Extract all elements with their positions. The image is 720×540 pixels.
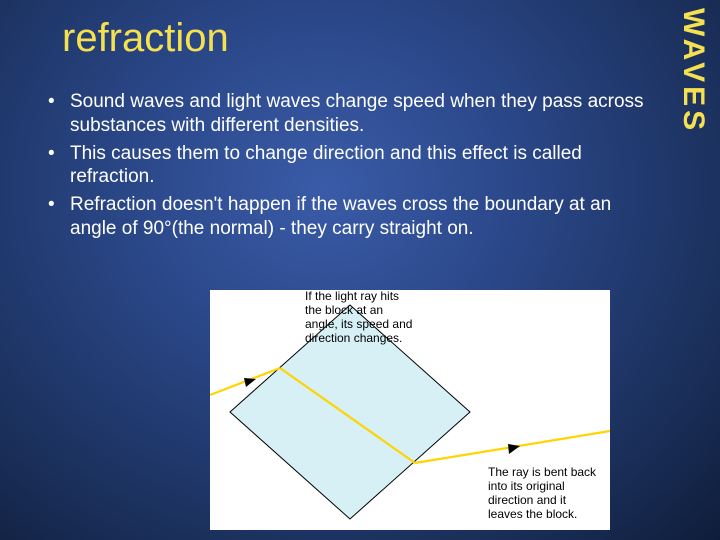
diagram-svg: If the light ray hits the block at an an… bbox=[210, 290, 610, 530]
sidebar-label: WAVES bbox=[676, 8, 710, 134]
slide-title: refraction bbox=[62, 16, 229, 61]
bullet-list: Sound waves and light waves change speed… bbox=[42, 90, 660, 245]
slide: refraction WAVES Sound waves and light w… bbox=[0, 0, 720, 540]
bullet-item: Sound waves and light waves change speed… bbox=[42, 90, 660, 138]
caption-top: If the light ray hits the block at an an… bbox=[305, 290, 416, 345]
bullet-item: Refraction doesn't happen if the waves c… bbox=[42, 193, 660, 241]
bullet-item: This causes them to change direction and… bbox=[42, 142, 660, 190]
refraction-diagram: If the light ray hits the block at an an… bbox=[210, 290, 610, 530]
arrowhead-icon bbox=[244, 378, 256, 387]
caption-bottom: The ray is bent back into its original d… bbox=[488, 465, 599, 521]
